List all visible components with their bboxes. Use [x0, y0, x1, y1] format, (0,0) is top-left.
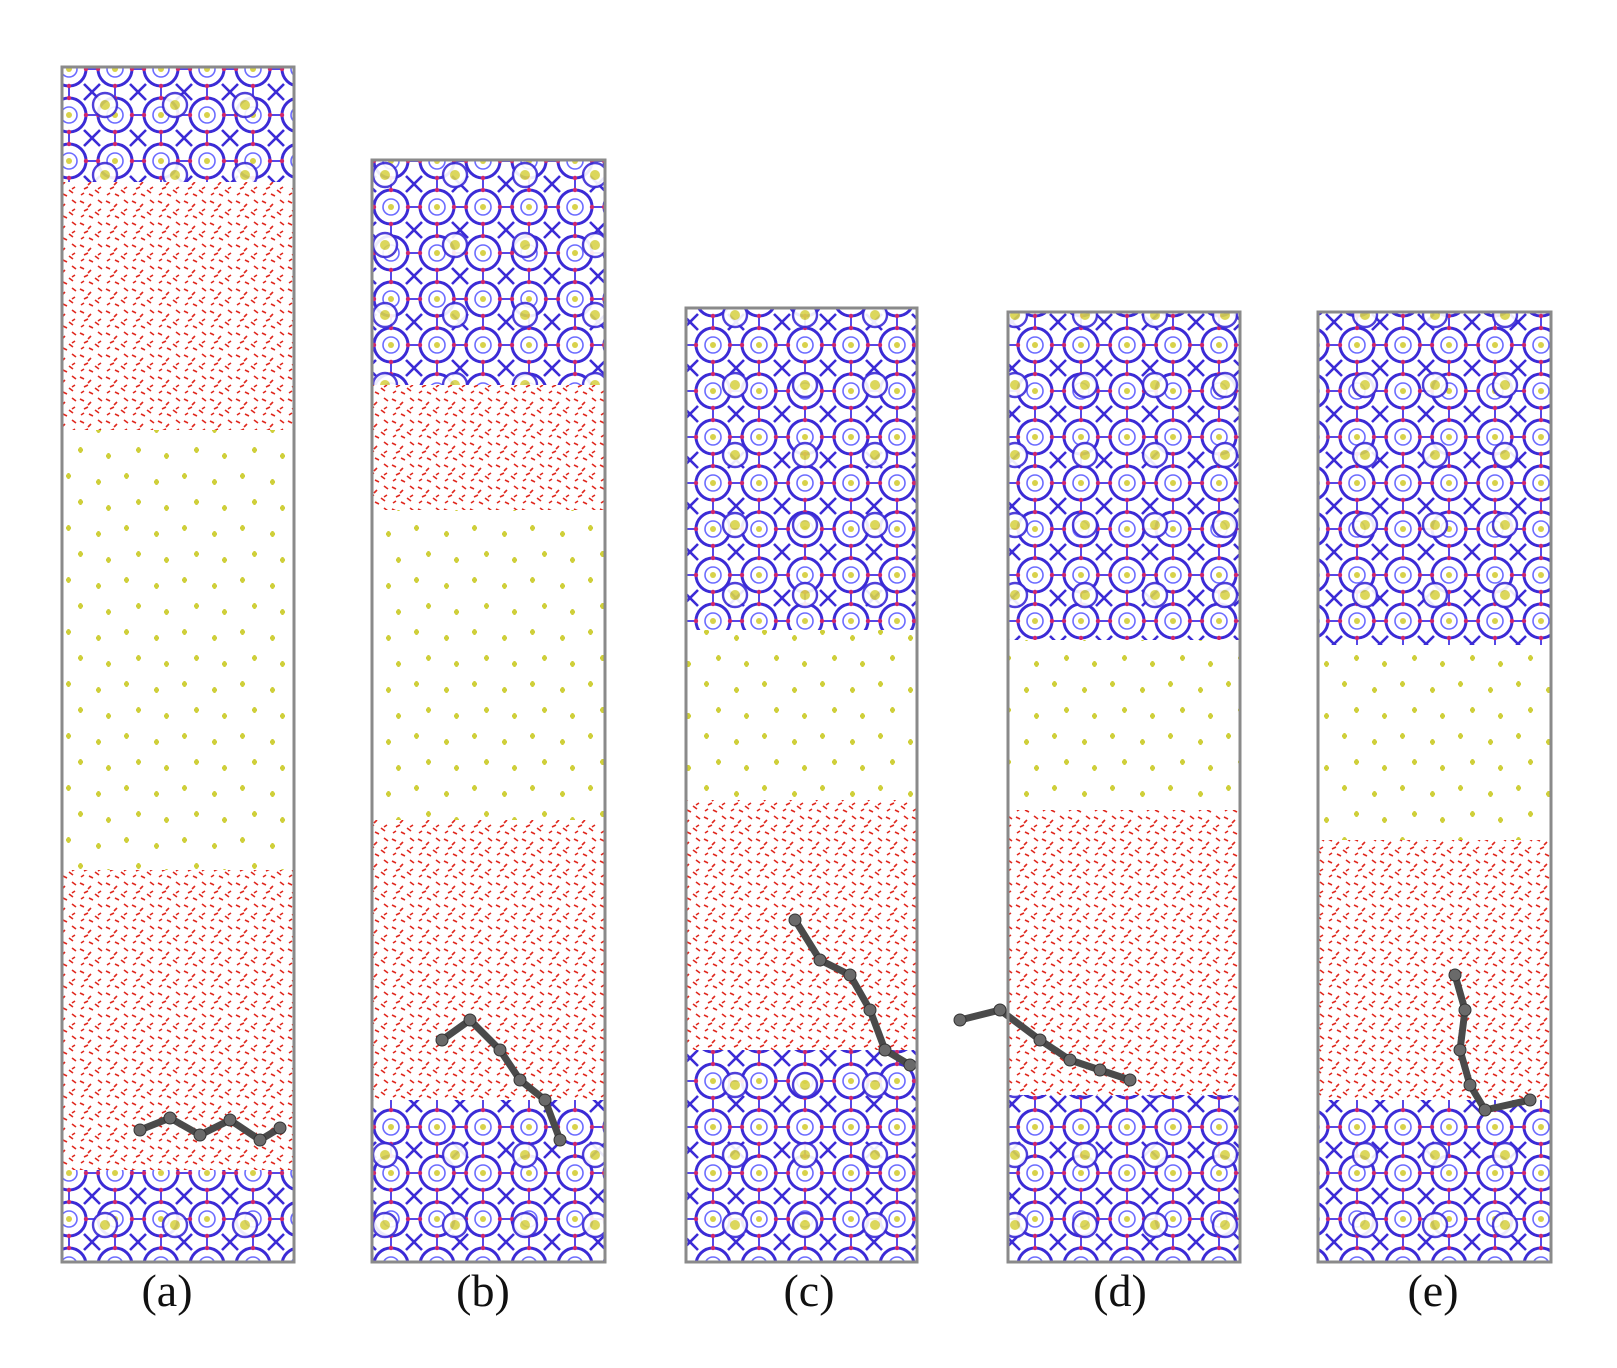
- panel-label-c: (c): [783, 1265, 835, 1316]
- adsorbate-atom: [788, 913, 802, 927]
- adsorbate-atom: [553, 1133, 567, 1147]
- framework-cage-layer: [372, 1100, 605, 1262]
- adsorbate-atom: [538, 1093, 552, 1107]
- adsorbate-atom: [1033, 1033, 1047, 1047]
- adsorbate-atom: [863, 1003, 877, 1017]
- framework-cage-layer: [686, 1050, 917, 1262]
- adsorbate-atom: [953, 1013, 967, 1027]
- adsorbate-atom: [843, 968, 857, 982]
- gas-layer: [686, 630, 917, 800]
- adsorbate-atom: [193, 1128, 207, 1142]
- panel-label-e: (e): [1407, 1265, 1459, 1316]
- adsorbate-atom: [903, 1058, 917, 1072]
- framework-cage-layer: [1008, 1095, 1240, 1262]
- water-layer: [1008, 810, 1240, 1095]
- water-layer: [372, 385, 605, 510]
- adsorbate-atom: [1463, 1078, 1477, 1092]
- simulation-box-e: [1316, 310, 1553, 1264]
- framework-cage-layer: [1008, 312, 1240, 640]
- adsorbate-atom: [163, 1111, 177, 1125]
- gas-layer: [372, 510, 605, 820]
- adsorbate-atom: [1453, 1043, 1467, 1057]
- box-outline: [60, 65, 296, 1264]
- panel-label-b: (b): [456, 1265, 510, 1316]
- simulation-box-b: [370, 158, 607, 1264]
- adsorbate-atom: [1523, 1093, 1537, 1107]
- adsorbate-atom: [463, 1013, 477, 1027]
- adsorbate-atom: [1478, 1103, 1492, 1117]
- framework-cage-layer: [62, 67, 294, 182]
- adsorbate-atom: [1458, 1003, 1472, 1017]
- panel-label-a: (a): [141, 1265, 193, 1316]
- gas-layer: [1008, 640, 1240, 810]
- adsorbate-atom: [223, 1113, 237, 1127]
- simulation-box-c: [684, 306, 919, 1264]
- adsorbate-atom: [1123, 1073, 1137, 1087]
- gas-layer: [1318, 645, 1551, 840]
- adsorbate-atom: [493, 1043, 507, 1057]
- water-layer: [62, 182, 294, 430]
- box-outline: [684, 306, 919, 1264]
- adsorbate-atom: [1093, 1063, 1107, 1077]
- box-outline: [1316, 310, 1553, 1264]
- adsorbate-atom: [435, 1033, 449, 1047]
- adsorbate-atom: [878, 1043, 892, 1057]
- adsorbate-atom: [1063, 1053, 1077, 1067]
- adsorbate-atom: [273, 1121, 287, 1135]
- adsorbate-atom: [133, 1123, 147, 1137]
- framework-cage-layer: [62, 1170, 294, 1262]
- water-layer: [372, 820, 605, 1100]
- adsorbate-atom: [1448, 968, 1462, 982]
- framework-cage-layer: [1318, 312, 1551, 645]
- simulation-box-a: [60, 65, 296, 1264]
- box-outline: [1006, 310, 1242, 1264]
- simulation-box-d: [953, 310, 1242, 1264]
- adsorbate-atom: [813, 953, 827, 967]
- panel-label-d: (d): [1093, 1265, 1147, 1316]
- water-layer: [1318, 840, 1551, 1100]
- adsorbate-atom: [513, 1073, 527, 1087]
- framework-cage-layer: [686, 308, 917, 630]
- gas-layer: [62, 430, 294, 870]
- framework-cage-layer: [1318, 1100, 1551, 1262]
- adsorbate-atom: [253, 1133, 267, 1147]
- box-outline: [370, 158, 607, 1264]
- framework-cage-layer: [372, 160, 605, 385]
- adsorbate-atom: [993, 1003, 1007, 1017]
